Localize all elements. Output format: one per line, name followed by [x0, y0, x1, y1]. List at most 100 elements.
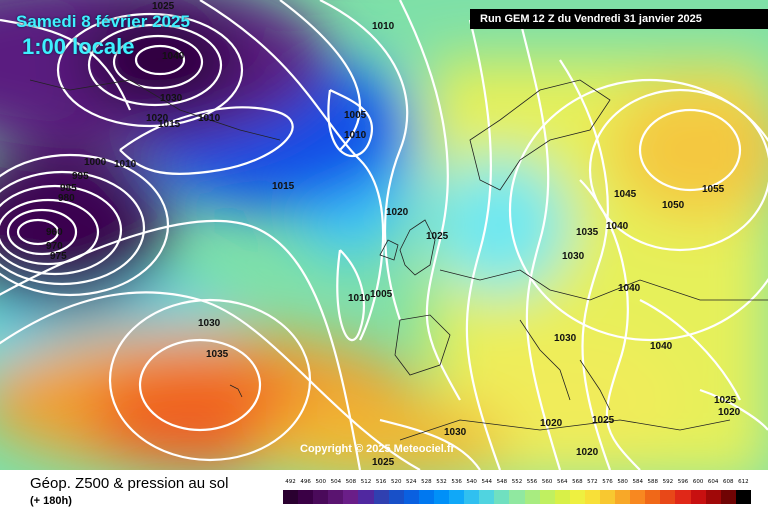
scale-label: 540 — [466, 479, 477, 485]
isobar-label: 1035 — [206, 349, 229, 360]
isobar-label: 975 — [50, 251, 67, 262]
isobar-label: 1010 — [198, 113, 221, 124]
scale-swatch — [358, 490, 374, 504]
isobar-label: 1030 — [198, 318, 221, 329]
scale-swatch — [524, 490, 540, 504]
isobar-label: 1020 — [386, 207, 409, 218]
scale-swatch — [675, 490, 691, 504]
scale-label: 552 — [511, 479, 523, 485]
scale-label: 536 — [451, 479, 462, 485]
scale-swatch — [539, 490, 555, 504]
scale-swatch — [599, 490, 616, 504]
scale-swatch — [705, 490, 721, 504]
isobar-label: 1040 — [162, 51, 185, 62]
scale-swatch — [283, 490, 299, 504]
map-canvas — [0, 0, 768, 470]
scale-label: 584 — [632, 479, 643, 485]
model-run-label: Run GEM 12 Z du Vendredi 31 janvier 2025 — [470, 9, 768, 29]
scale-swatch — [494, 490, 510, 504]
scale-label: 596 — [677, 479, 689, 485]
scale-swatch — [403, 490, 419, 504]
scale-label: 520 — [390, 479, 402, 485]
isobar-label: 1030 — [444, 427, 467, 438]
isobar-label: 1010 — [348, 293, 371, 304]
scale-labels: 492 496 500 504 508 512 516 520 524 528 532 536 540 5… — [283, 479, 751, 485]
isobar-label: 1025 — [152, 1, 175, 12]
scale-swatch — [509, 490, 525, 504]
scale-swatch — [449, 490, 465, 504]
forecast-lead-time: (+ 180h) — [30, 495, 72, 507]
scale-label: 592 — [662, 479, 674, 485]
scale-label: 576 — [602, 479, 613, 485]
scale-label: 588 — [647, 479, 659, 485]
scale-label: 528 — [421, 479, 432, 485]
scale-swatch — [343, 490, 359, 504]
isobar-label: 1030 — [160, 93, 183, 104]
scale-label: 504 — [330, 479, 342, 485]
isobar-label: 1055 — [702, 184, 725, 195]
scale-swatch — [660, 490, 676, 504]
isobar-label: 1010 — [114, 159, 137, 170]
scale-label: 516 — [375, 479, 387, 485]
isobar-label: 1025 — [592, 415, 615, 426]
isobar-label: 1000 — [84, 157, 107, 168]
scale-swatch — [313, 490, 329, 504]
scale-label: 508 — [345, 479, 357, 485]
isobar-label: 1010 — [372, 21, 395, 32]
forecast-date: Samedi 8 février 2025 — [16, 12, 190, 31]
scale-swatch — [373, 490, 389, 504]
scale-label: 612 — [738, 479, 749, 485]
isobar-label: 1015 — [272, 181, 295, 192]
isobar-label: 1010 — [344, 130, 367, 141]
scale-swatch — [720, 490, 736, 504]
scale-label: 600 — [692, 479, 704, 485]
scale-swatch — [690, 490, 706, 504]
isobar-label: 1025 — [426, 231, 449, 242]
scale-swatch — [298, 490, 314, 504]
isobar-label: 1005 — [370, 289, 393, 300]
isobar-label: 1050 — [662, 200, 685, 211]
forecast-time: 1:00 locale — [22, 34, 135, 59]
scale-swatch — [615, 490, 631, 504]
scale-label: 492 — [285, 479, 296, 485]
isobars — [0, 0, 768, 470]
scale-swatch — [418, 490, 434, 504]
scale-swatch — [735, 490, 751, 504]
legend-footer: Géop. Z500 & pression au sol (+ 180h) 49… — [0, 470, 768, 512]
scale-swatch — [569, 490, 585, 504]
isobar-label: 1040 — [650, 341, 673, 352]
scale-label: 500 — [315, 479, 326, 485]
isobar-label: 1020 — [540, 418, 563, 429]
scale-swatch — [328, 490, 344, 504]
scale-swatch — [584, 490, 600, 504]
isobar-label: 1020 — [718, 407, 741, 418]
weather-map: Samedi 8 février 2025 1:00 locale Run GE… — [0, 0, 768, 470]
scale-label: 572 — [587, 479, 598, 485]
isobar-label: 1030 — [562, 251, 585, 262]
scale-swatch — [464, 490, 480, 504]
scale-swatch — [479, 490, 495, 504]
coastlines — [29, 79, 768, 441]
scale-swatch — [630, 490, 646, 504]
scale-swatch — [388, 490, 404, 504]
scale-label: 532 — [436, 479, 447, 485]
isobar-label: 1020 — [576, 447, 599, 458]
scale-label: 604 — [707, 479, 719, 485]
scale-label: 580 — [617, 479, 628, 485]
isobar-label: 1025 — [714, 395, 737, 406]
isobar-label: 1035 — [576, 227, 599, 238]
scale-label: 564 — [556, 479, 568, 485]
color-scale — [283, 490, 751, 504]
isobar-label: 1020 — [146, 113, 169, 124]
scale-label: 548 — [496, 479, 508, 485]
scale-label: 556 — [526, 479, 538, 485]
scale-swatch — [554, 490, 570, 504]
isobar-label: 970 — [46, 241, 63, 252]
scale-label: 608 — [723, 479, 734, 485]
scale-swatch — [433, 490, 450, 504]
isobar-label: 1015 — [158, 119, 181, 130]
isobar-label: 1025 — [372, 457, 395, 468]
copyright: Copyright © 2025 Meteociel.fr — [300, 443, 455, 455]
scale-label: 512 — [360, 479, 372, 485]
scale-label: 524 — [406, 479, 417, 485]
